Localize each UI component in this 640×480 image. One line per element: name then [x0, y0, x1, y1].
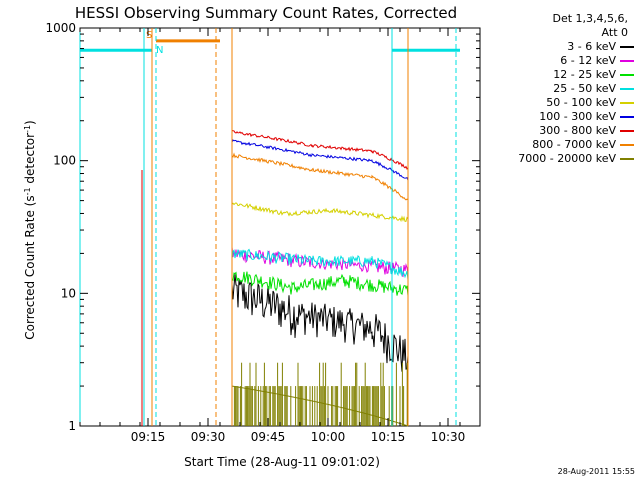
legend-item: 300 - 800 keV [488, 124, 636, 138]
legend-item-label: 7000 - 20000 keV [518, 152, 616, 165]
legend-item-label: 25 - 50 keV [553, 82, 616, 95]
legend-item: 12 - 25 keV [488, 68, 636, 82]
flag-label: N [156, 45, 163, 56]
legend-item-label: 6 - 12 keV [560, 54, 616, 67]
legend-rows: 3 - 6 keV 6 - 12 keV 12 - 25 keV 25 - 50 ke… [488, 40, 636, 166]
y-axis-label-main: Corrected Count Rate (s [23, 195, 37, 339]
y-axis-label-sup1: -1 [23, 187, 32, 195]
legend-item: 800 - 7000 keV [488, 138, 636, 152]
y-axis-label-end: ) [23, 120, 37, 125]
plot-frame [79, 27, 481, 427]
legend-item: 100 - 300 keV [488, 110, 636, 124]
y-tick-label: 10 [61, 286, 76, 300]
series-800-7000-keV [231, 152, 409, 201]
legend-item: 50 - 100 keV [488, 96, 636, 110]
legend-swatch [620, 130, 634, 132]
series-line [231, 274, 409, 372]
observing-flags: SN [80, 30, 460, 56]
legend-header-2: Att 0 [601, 26, 628, 39]
x-tick-label: 09:45 [251, 430, 286, 444]
legend-item-label: 300 - 800 keV [539, 124, 616, 137]
legend-header-1: Det 1,3,4,5,6, [552, 12, 628, 25]
legend-item-label: 3 - 6 keV [567, 40, 616, 53]
legend-swatch [620, 158, 634, 160]
y-axis-label-sup2: -1 [23, 125, 32, 133]
x-tick-label: 10:30 [431, 430, 466, 444]
legend-item: 3 - 6 keV [488, 40, 636, 54]
legend: Det 1,3,4,5,6, Att 0 3 - 6 keV 6 - 12 keV… [488, 12, 636, 166]
legend-swatch [620, 116, 634, 118]
legend-item-label: 100 - 300 keV [539, 110, 616, 123]
legend-swatch [620, 74, 634, 76]
y-axis-label: Corrected Count Rate (s-1 detector-1) [23, 120, 38, 339]
legend-swatch [620, 144, 634, 146]
series-line [231, 248, 409, 280]
chart-title: HESSI Observing Summary Count Rates, Cor… [75, 4, 457, 22]
axes: 1 10 100 1000 09:15 09:30 09:45 10:00 10:15 10:30 [45, 21, 481, 444]
series-line [231, 152, 409, 201]
x-axis-label: Start Time (28-Aug-11 09:01:02) [184, 455, 380, 469]
legend-item-label: 800 - 7000 keV [532, 138, 616, 151]
series-line [231, 385, 409, 427]
legend-item-label: 50 - 100 keV [546, 96, 616, 109]
series-300-800-keV [141, 129, 409, 426]
series-6-12-keV [231, 247, 409, 278]
legend-item: 25 - 50 keV [488, 82, 636, 96]
series-25-50-keV [231, 248, 409, 280]
legend-swatch [620, 88, 634, 90]
series-50-100-keV [231, 202, 409, 223]
series-line [231, 139, 409, 181]
legend-item: 6 - 12 keV [488, 54, 636, 68]
legend-swatch [620, 60, 634, 62]
legend-item-label: 12 - 25 keV [553, 68, 616, 81]
timestamp: 28-Aug-2011 15:55 [557, 467, 635, 476]
y-tick-label: 100 [53, 154, 76, 168]
legend-swatch [620, 46, 634, 48]
series-line [231, 247, 409, 278]
y-axis-label-mid: detector [23, 133, 37, 188]
x-tick-label: 09:30 [191, 430, 226, 444]
series-layer [141, 129, 409, 427]
series-7000-20000-keV [231, 362, 409, 427]
x-tick-label: 09:15 [131, 430, 166, 444]
x-tick-label: 10:00 [311, 430, 346, 444]
series-line [231, 271, 409, 296]
y-tick-label: 1 [68, 419, 76, 433]
legend-swatch [620, 102, 634, 104]
series-line [231, 202, 409, 223]
x-tick-label: 10:15 [371, 430, 406, 444]
flag-label: S [146, 30, 152, 41]
series-line [231, 129, 409, 170]
legend-item: 7000 - 20000 keV [488, 152, 636, 166]
vertical-markers [79, 28, 457, 426]
y-tick-label: 1000 [45, 21, 76, 35]
